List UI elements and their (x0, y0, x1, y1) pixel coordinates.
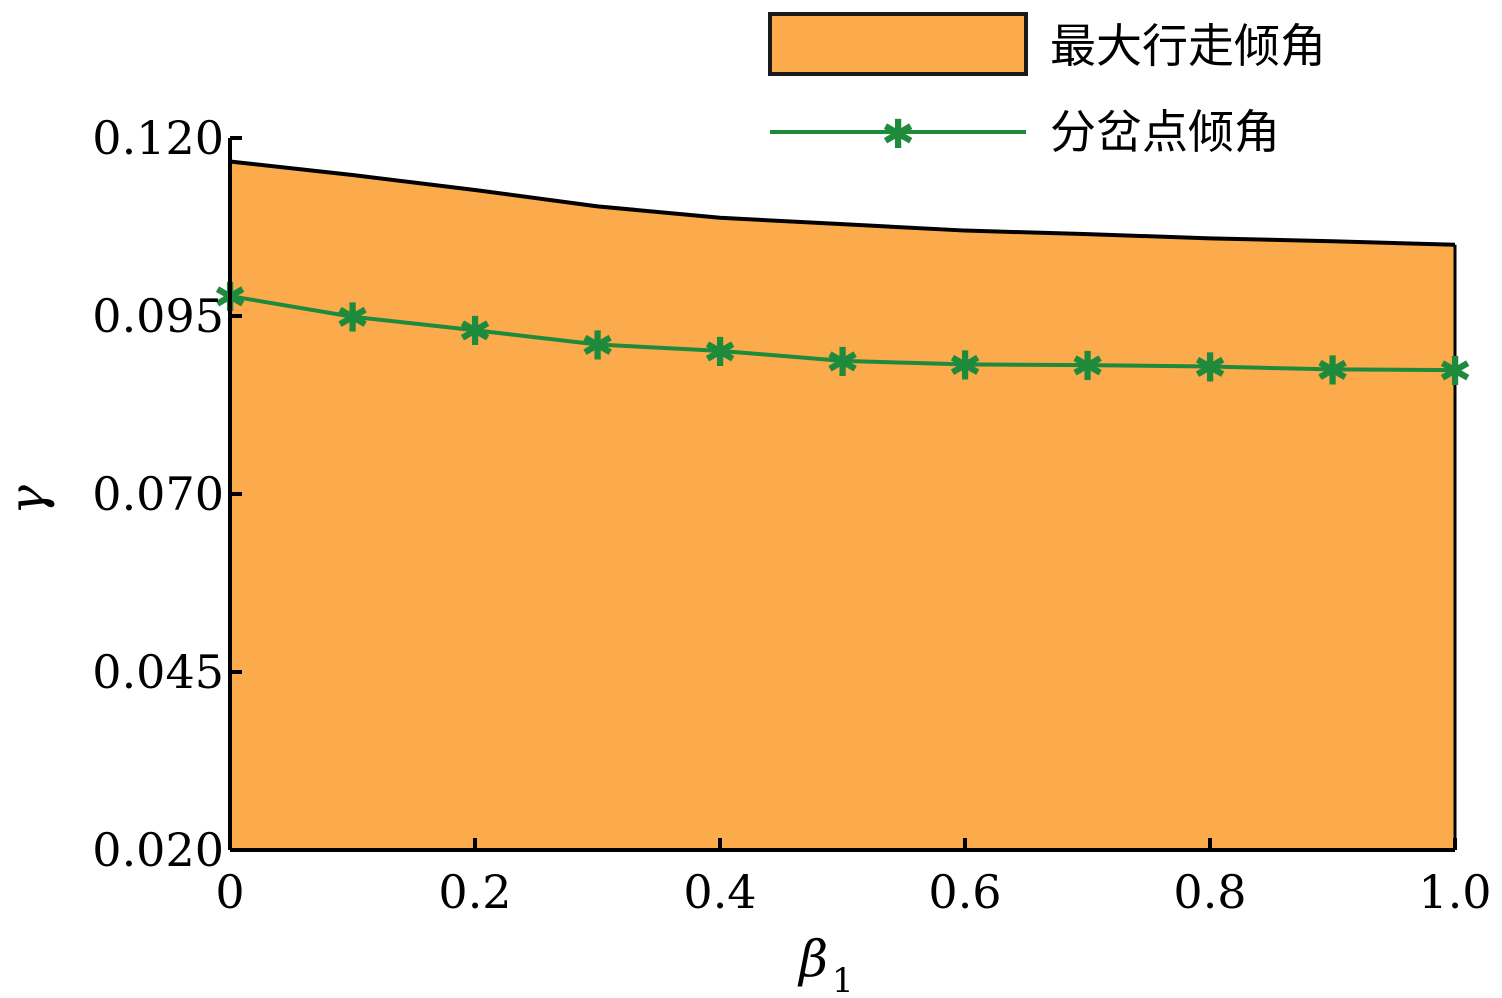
x-tick-label: 0.8 (1173, 865, 1246, 919)
data-point-bifurcation-angle: ✱ (703, 330, 737, 376)
x-tick-label: 0.2 (438, 865, 511, 919)
legend-label-bifurcation-angle: 分岔点倾角 (1050, 105, 1280, 159)
axes: 0.020 0.045 0.070 0.095 0.120 0 0.2 0.4 0.6 0.8 1.… (92, 111, 1491, 919)
legend-marker-bifurcation-angle: ✱ (881, 112, 915, 158)
data-point-bifurcation-angle: ✱ (581, 323, 615, 369)
y-tick-label: 0.070 (92, 467, 224, 521)
x-tick-label: 0.4 (683, 865, 756, 919)
y-tick-label: 0.095 (92, 289, 224, 343)
x-tick-label: 0.6 (928, 865, 1001, 919)
legend: 最大行走倾角 ✱ 分岔点倾角 (768, 12, 1326, 159)
data-point-bifurcation-angle: ✱ (1193, 346, 1227, 392)
area-max-walk-angle (230, 161, 1455, 851)
x-tick-label: 0 (215, 865, 244, 919)
data-point-bifurcation-angle: ✱ (948, 343, 982, 389)
y-axis-title: γ (0, 485, 56, 515)
data-point-bifurcation-angle: ✱ (336, 296, 370, 342)
data-point-bifurcation-angle: ✱ (1438, 349, 1472, 395)
area-boundary-max-walk-angle (229, 159, 1456, 247)
plot-area: ✱ ✱ ✱ ✱ ✱ ✱ ✱ ✱ ✱ ✱ ✱ (213, 159, 1472, 851)
series-line-bifurcation-angle (229, 294, 1456, 373)
data-point-bifurcation-angle: ✱ (1071, 344, 1105, 390)
y-tick-label: 0.045 (92, 645, 224, 699)
data-point-bifurcation-angle: ✱ (458, 309, 492, 355)
data-point-bifurcation-angle: ✱ (1316, 348, 1350, 394)
y-tick-label: 0.120 (92, 111, 224, 165)
legend-label-max-walk-angle: 最大行走倾角 (1050, 19, 1326, 73)
x-axis-title: β (797, 930, 828, 988)
x-axis-title-subscript: 1 (832, 961, 854, 998)
x-tick-label: 1.0 (1418, 865, 1491, 919)
data-point-bifurcation-angle: ✱ (826, 340, 860, 386)
y-tick-label: 0.020 (92, 823, 224, 877)
legend-swatch-max-walk-angle (768, 12, 1028, 76)
axis-titles: γ β 1 (0, 485, 854, 998)
